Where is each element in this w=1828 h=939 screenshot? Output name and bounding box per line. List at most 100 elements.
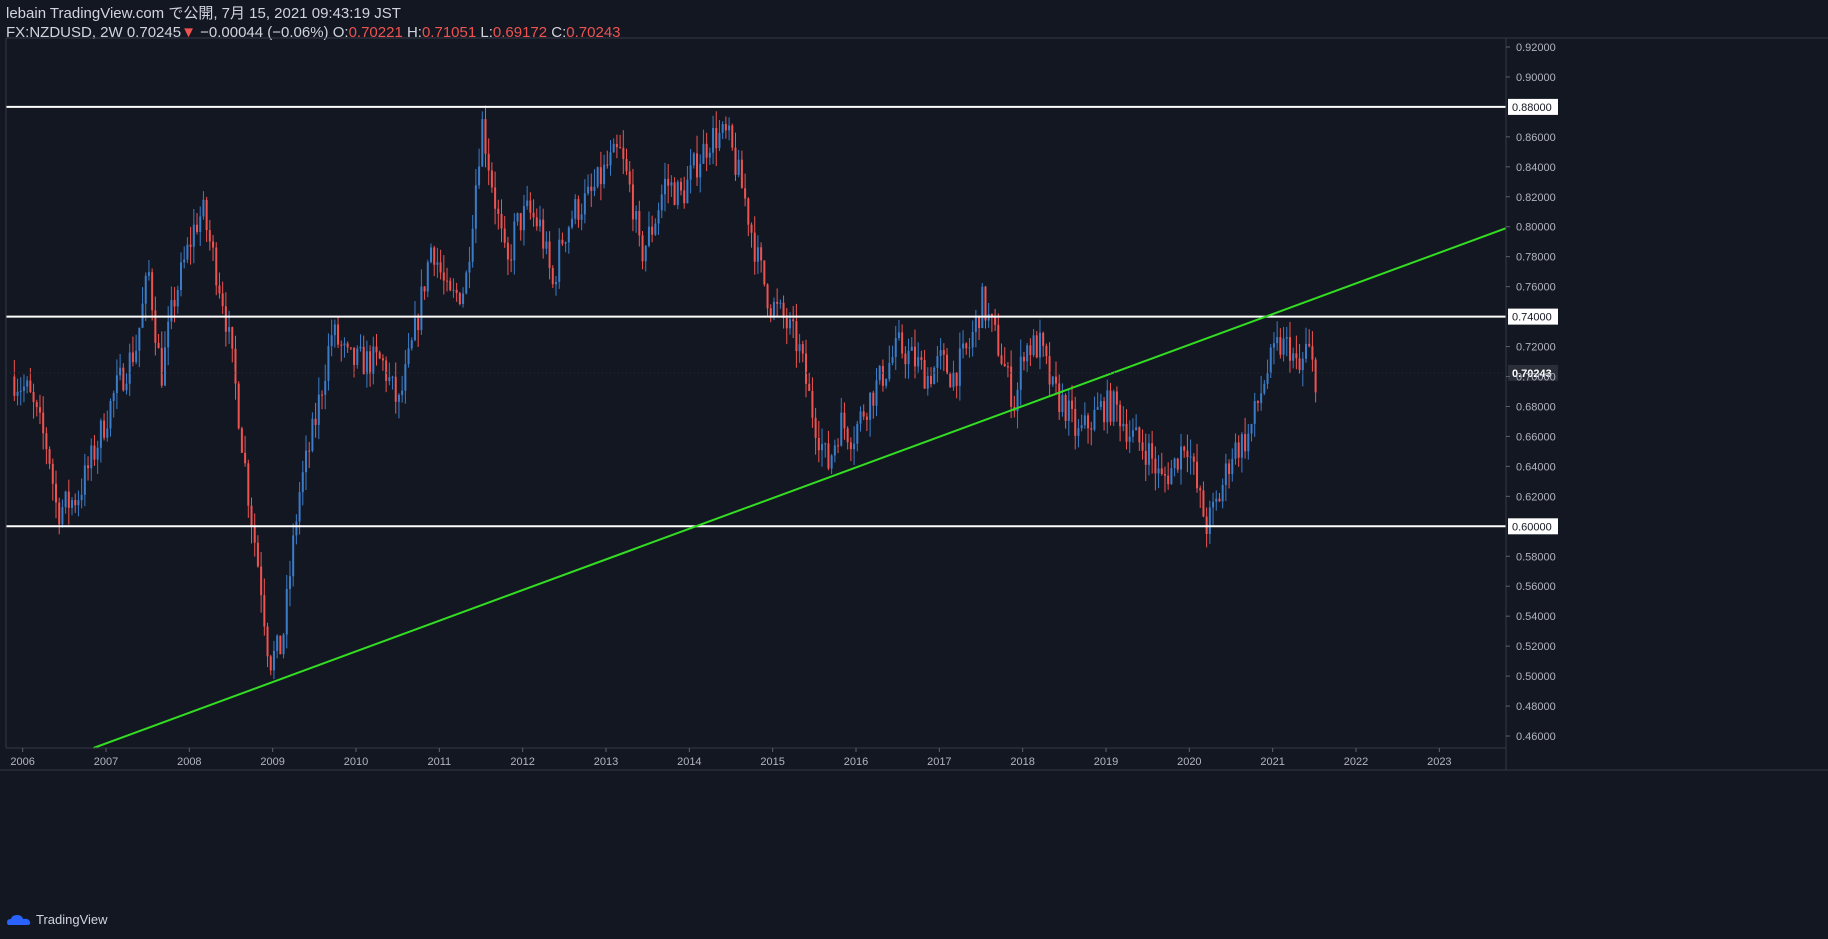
- x-tick-label: 2011: [428, 756, 452, 768]
- candle-body: [1218, 498, 1221, 502]
- candle-body: [817, 437, 820, 451]
- x-tick-label: 2012: [510, 756, 534, 768]
- candle-body: [138, 327, 141, 351]
- candle-body: [910, 346, 913, 351]
- candle-body: [1087, 415, 1090, 429]
- candle-body: [1077, 428, 1080, 436]
- candle-body: [532, 212, 535, 218]
- candle-body: [875, 380, 878, 406]
- candle-body: [449, 280, 452, 291]
- candle-body: [13, 376, 16, 396]
- candle-body: [253, 525, 256, 543]
- x-tick-label: 2013: [594, 756, 618, 768]
- candle-body: [1093, 409, 1096, 430]
- candle-body: [1256, 401, 1259, 404]
- candle-body: [147, 272, 150, 276]
- candle-body: [692, 153, 695, 166]
- candle-body: [821, 444, 824, 451]
- candle-body: [833, 445, 836, 456]
- candle-body: [1090, 428, 1093, 430]
- candle-body: [1083, 415, 1086, 426]
- candle-body: [119, 367, 122, 376]
- candle-body: [1074, 409, 1077, 436]
- candle-body: [798, 344, 801, 352]
- candle-body: [410, 340, 413, 349]
- y-tick-label: 0.76000: [1516, 282, 1556, 294]
- candle-body: [737, 159, 740, 175]
- candle-body: [83, 465, 86, 495]
- candle-body: [1170, 468, 1173, 485]
- candle-body: [234, 348, 237, 384]
- candle-body: [135, 350, 138, 363]
- candle-body: [872, 392, 875, 406]
- candle-body: [990, 314, 993, 317]
- candle-body: [305, 450, 307, 473]
- candle-body: [436, 262, 439, 265]
- candle-body: [433, 247, 436, 265]
- axes: 0.70243 0.46000 0.48000 0.50000 0.52000 0.540…: [0, 37, 1828, 771]
- candle-body: [22, 386, 25, 391]
- candle-body: [1176, 458, 1179, 470]
- candle-body: [753, 232, 756, 262]
- candle-body: [308, 450, 311, 452]
- candle-body: [205, 199, 208, 231]
- candle-body: [93, 445, 96, 460]
- y-tick-label: 0.64000: [1516, 461, 1556, 473]
- candle-body: [526, 200, 529, 207]
- low-value: 0.69172: [492, 24, 548, 41]
- last-price: 0.70245: [126, 24, 182, 41]
- candle-body: [417, 318, 420, 330]
- candle-body: [917, 357, 920, 367]
- x-tick-label: 2016: [844, 756, 868, 768]
- candle-body: [561, 239, 564, 244]
- candle-body: [1160, 468, 1163, 474]
- candle-body: [240, 428, 243, 453]
- low-label: L:: [480, 24, 493, 41]
- candle-body: [125, 383, 128, 391]
- candle-body: [516, 213, 519, 222]
- candle-body: [186, 244, 189, 260]
- candle-body: [885, 378, 888, 386]
- tradingview-logo[interactable]: TradingView: [6, 912, 108, 927]
- candle-body: [1067, 400, 1070, 421]
- candle-body: [1135, 427, 1138, 431]
- candle-body: [599, 167, 602, 185]
- candle-body: [87, 465, 90, 469]
- high-label: H:: [406, 24, 422, 41]
- last-price-label: 0.70243: [1512, 368, 1552, 380]
- candle-body: [814, 417, 817, 438]
- candle-body: [285, 588, 288, 635]
- candle-body: [151, 272, 154, 311]
- candle-body: [663, 178, 666, 195]
- candle-body: [689, 165, 692, 180]
- candle-body: [1247, 433, 1250, 452]
- candle-body: [907, 350, 910, 365]
- candle-body: [651, 226, 654, 235]
- candle-body: [1163, 473, 1166, 476]
- candle-body: [978, 316, 981, 329]
- candle-body: [535, 217, 538, 227]
- y-tick-label: 0.84000: [1516, 162, 1556, 174]
- ohlc-line: FX:NZDUSD, 2W 0.70245▼ −0.00044 (−0.06%)…: [6, 23, 621, 42]
- candle-body: [1048, 356, 1051, 385]
- candle-body: [256, 542, 259, 567]
- level-price-tag: [1508, 98, 1558, 115]
- candle-body: [731, 125, 734, 148]
- candle-body: [946, 354, 949, 374]
- candle-body: [35, 402, 38, 408]
- candle-body: [490, 170, 493, 188]
- candle-body: [545, 241, 548, 249]
- y-tick-label: 0.68000: [1516, 401, 1556, 413]
- y-tick-label: 0.52000: [1516, 641, 1556, 653]
- candle-body: [1295, 353, 1298, 359]
- candle-body: [1109, 390, 1112, 422]
- candle-body: [61, 507, 64, 525]
- candle-body: [215, 247, 218, 286]
- candle-body: [1180, 446, 1182, 470]
- candle-body: [904, 353, 907, 365]
- candle-body: [1244, 434, 1247, 452]
- candle-body: [487, 153, 490, 171]
- candle-body: [385, 360, 388, 381]
- candle-body: [51, 463, 54, 484]
